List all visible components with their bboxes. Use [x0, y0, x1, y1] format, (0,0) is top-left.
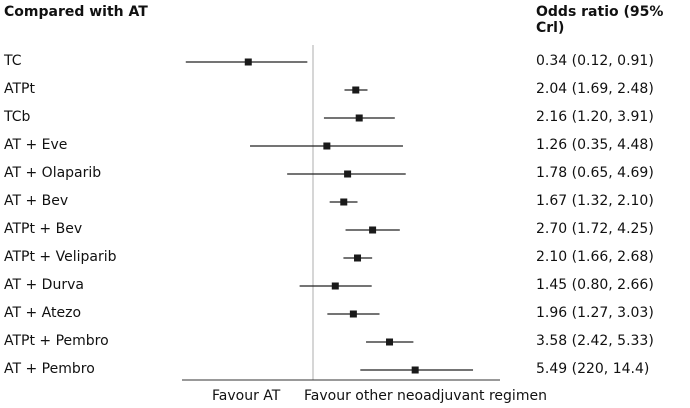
row-odds-ratio-text: 1.45 (0.80, 2.66) [536, 277, 654, 293]
row-odds-ratio-text: 3.58 (2.42, 5.33) [536, 333, 654, 349]
row-label: AT + Olaparib [4, 165, 102, 181]
row-odds-ratio-text: 2.16 (1.20, 3.91) [536, 109, 654, 125]
row-odds-ratio-text: 2.04 (1.69, 2.48) [536, 81, 654, 97]
row-label: AT + Atezo [4, 305, 82, 321]
row-odds-ratio-text: 2.10 (1.66, 2.68) [536, 249, 654, 265]
row-odds-ratio-text: 0.34 (0.12, 0.91) [536, 53, 654, 69]
point-estimate [369, 226, 377, 234]
header-compared-with: Compared with AT [4, 4, 148, 20]
point-estimate [349, 310, 357, 318]
row-odds-ratio-text: 2.70 (1.72, 4.25) [536, 221, 654, 237]
point-estimate [352, 86, 360, 94]
row-label: TC [4, 53, 22, 69]
point-estimate [344, 170, 352, 178]
row-label: AT + Eve [4, 137, 68, 153]
point-estimate [355, 114, 363, 122]
row-label: AT + Bev [4, 193, 69, 209]
favour-other-label: Favour other neoadjuvant regimen [304, 388, 547, 404]
point-estimate [340, 198, 348, 206]
favour-at-label: Favour AT [212, 388, 281, 404]
row-odds-ratio-text: 1.26 (0.35, 4.48) [536, 137, 654, 153]
row-label: ATPt + Veliparib [4, 249, 117, 265]
point-estimate [331, 282, 339, 290]
row-label: ATPt + Bev [4, 221, 83, 237]
row-label: TCb [4, 109, 31, 125]
point-estimate [411, 366, 419, 374]
row-label: AT + Pembro [4, 361, 95, 377]
point-estimate [244, 58, 252, 66]
point-estimate [386, 338, 394, 346]
row-odds-ratio-text: 5.49 (220, 14.4) [536, 361, 650, 377]
point-estimate [323, 142, 331, 150]
header-odds-ratio: Odds ratio (95% Crl) [536, 4, 664, 36]
row-label: ATPt + Pembro [4, 333, 109, 349]
row-label: AT + Durva [4, 277, 84, 293]
point-estimate [354, 254, 362, 262]
row-label: ATPt [4, 81, 35, 97]
row-odds-ratio-text: 1.96 (1.27, 3.03) [536, 305, 654, 321]
row-odds-ratio-text: 1.78 (0.65, 4.69) [536, 165, 654, 181]
row-odds-ratio-text: 1.67 (1.32, 2.10) [536, 193, 654, 209]
